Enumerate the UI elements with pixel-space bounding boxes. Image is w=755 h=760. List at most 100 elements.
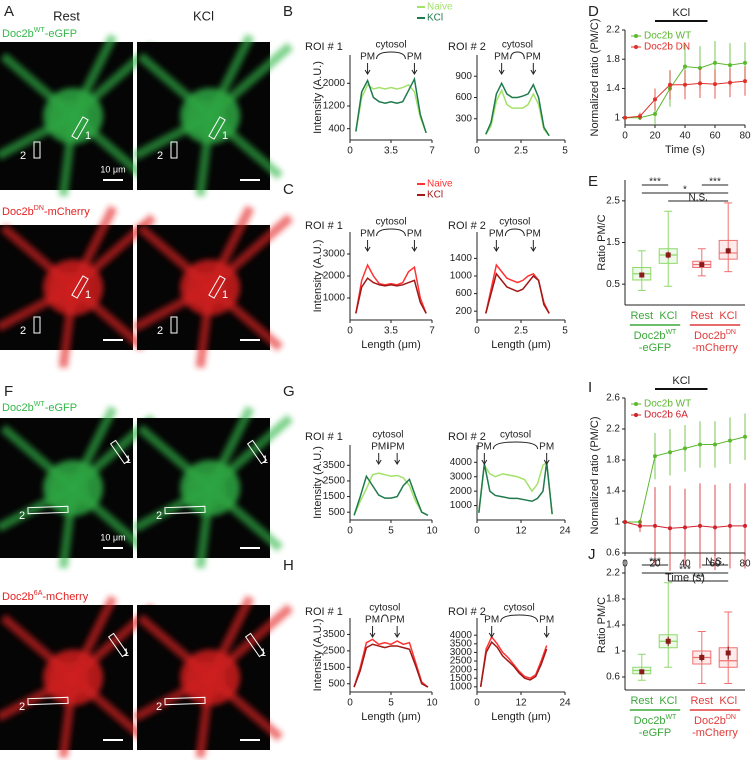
y-tick-label: 400 — [328, 123, 345, 134]
label-main: Doc2b — [694, 330, 726, 342]
pm-arrowhead — [394, 632, 401, 638]
mean — [639, 669, 645, 675]
roi — [33, 141, 41, 159]
cytosol-bracket — [376, 51, 406, 60]
y-tick-label: 0.6 — [606, 672, 620, 683]
pm-label: PM — [407, 52, 422, 63]
label-main: Doc2b — [2, 591, 34, 603]
stimulus-label: KCl — [672, 375, 690, 387]
soma-core — [186, 271, 227, 308]
soma-core — [186, 661, 227, 698]
y-axis-label: Normalized ratio (PM/C) — [589, 19, 601, 137]
pm-arrowhead — [375, 459, 382, 465]
y-tick-label: 2.2 — [606, 424, 620, 435]
y-tick-label: 3000 — [450, 471, 473, 482]
stimulus-label: KCl — [672, 7, 690, 19]
pm-label: PM — [360, 52, 375, 63]
chart-title: ROI # 1 — [305, 431, 343, 443]
profile-line — [479, 640, 548, 687]
roi-label: 1 — [260, 647, 266, 659]
cytosol-label: cytosol — [375, 217, 406, 228]
soma-core — [186, 100, 227, 136]
y-tick-label: 1 — [614, 646, 620, 657]
x-tick-label: KCl — [719, 310, 737, 322]
cell — [133, 33, 294, 197]
roi-label: 1 — [125, 454, 131, 466]
soma-core — [186, 472, 227, 508]
label: Doc2bDN -mCherry — [692, 714, 738, 739]
panel-label: A — [4, 3, 14, 20]
profile-line — [353, 643, 429, 688]
cytosol-bracket — [492, 441, 539, 450]
roi-label: 1 — [222, 289, 228, 301]
pm-label: PM — [360, 229, 375, 240]
point — [713, 82, 717, 87]
point — [743, 434, 747, 439]
label-tail: -eGFP — [639, 727, 671, 739]
pm-arrowhead — [543, 632, 550, 638]
roi-label: 2 — [157, 150, 163, 162]
pm-arrowhead — [530, 246, 537, 252]
y-tick-label: 1.8 — [606, 455, 620, 466]
x-axis-label: Length (μm) — [361, 339, 421, 351]
cytosol-bracket — [504, 228, 525, 237]
cytosol-label: cytosol — [499, 217, 530, 228]
y-tick-label: 2000 — [450, 664, 473, 675]
x-tick-label: KCl — [659, 695, 677, 707]
chart-title: ROI # 2 — [448, 220, 486, 232]
profile-line — [355, 263, 427, 314]
panel-label: I — [588, 379, 592, 396]
roi-label: 1 — [123, 647, 129, 659]
mean — [665, 252, 671, 258]
y-axis-label: Intensity (A.U.) — [312, 446, 324, 519]
x-tick-label: 0 — [474, 526, 480, 537]
roi — [27, 505, 69, 515]
label: Doc2bWT-eGFP — [2, 401, 77, 414]
pm-label: PM — [526, 229, 541, 240]
label: Doc2bDN -mCherry — [692, 329, 738, 354]
legend-marker — [634, 45, 638, 49]
significance-label: *** — [692, 573, 704, 584]
point — [653, 97, 657, 102]
profile-line — [353, 638, 429, 688]
column-header: Rest — [53, 8, 80, 23]
pm-label: PM — [365, 615, 380, 626]
profile-line — [485, 263, 550, 314]
y-axis-label: Normalized ratio (PM/C) — [589, 417, 601, 535]
x-tick-label: 5 — [562, 326, 568, 337]
roi — [170, 316, 178, 334]
cell — [133, 205, 294, 369]
y-tick-label: 200 — [455, 306, 472, 317]
profile-line — [353, 472, 429, 516]
legend-label: Doc2b DN — [644, 42, 690, 53]
pm-arrowhead — [488, 632, 495, 638]
y-tick-label: 3500 — [323, 460, 346, 471]
y-tick-label: 2.2 — [606, 25, 620, 36]
chart-title: ROI # 2 — [448, 41, 486, 53]
pm-arrowhead — [530, 69, 537, 75]
label-main: Doc2b — [2, 28, 34, 40]
micrograph: 12 — [133, 205, 294, 369]
cytosol-label: cytosol — [369, 603, 400, 614]
cytosol-bracket — [381, 614, 389, 623]
y-tick-label: 900 — [455, 71, 472, 82]
significance-label: N.S. — [688, 193, 707, 204]
pm-arrowhead — [411, 246, 418, 252]
profile-line — [485, 81, 550, 137]
pm-label: PM — [371, 442, 386, 453]
y-tick-label: 1200 — [323, 101, 346, 112]
y-axis-label: Intensity (A.U.) — [312, 619, 324, 692]
x-tick-label: 12 — [515, 526, 527, 537]
x-tick-label: Rest — [690, 310, 713, 322]
soma-core — [49, 472, 90, 508]
y-axis-label: Intensity (A.U.) — [312, 240, 324, 313]
micrograph: 1 2 10 μm — [0, 405, 157, 569]
roi-label: 1 — [85, 289, 91, 301]
pm-arrowhead — [481, 459, 488, 465]
chart-title: ROI # 2 — [448, 606, 486, 618]
pm-arrowhead — [364, 246, 371, 252]
point — [713, 60, 717, 65]
pm-label: PM — [526, 52, 541, 63]
cytosol-bracket — [500, 614, 539, 623]
roi — [164, 696, 206, 706]
